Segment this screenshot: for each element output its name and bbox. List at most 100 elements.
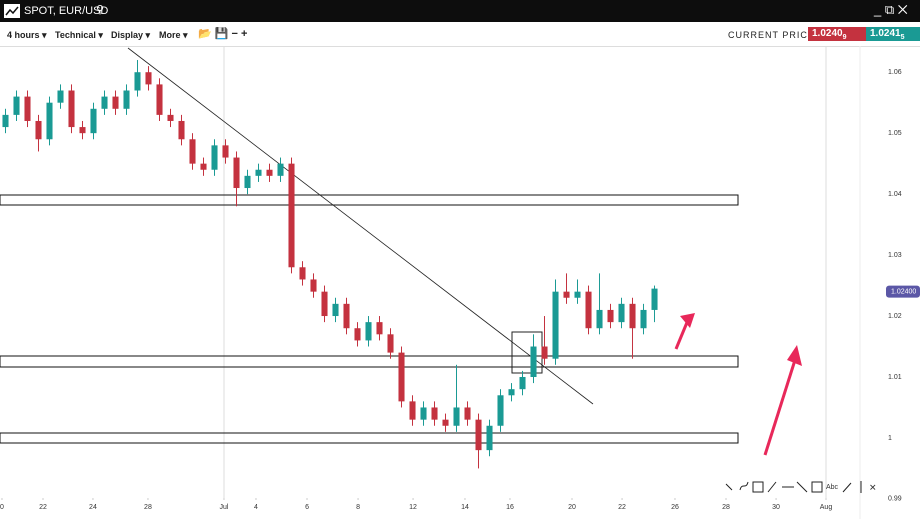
candle-body <box>332 303 339 317</box>
candle-body <box>266 169 273 176</box>
y-tick-label: 1.06 <box>888 69 902 76</box>
menu-label: Display <box>111 30 144 40</box>
candle-body <box>497 395 504 426</box>
candle-body <box>508 389 515 396</box>
ask-price[interactable]: 1.02415 <box>866 27 920 41</box>
search-icon[interactable]: ⚲ <box>96 4 105 16</box>
timeframe-menu[interactable]: 4 hours ▾ <box>7 30 47 40</box>
x-tick-label: 16 <box>506 504 514 511</box>
text-tool[interactable]: Abc <box>826 484 839 491</box>
y-tick-label: 1.04 <box>888 191 902 198</box>
candle-body <box>585 291 592 329</box>
y-tick-label: 1.01 <box>888 374 902 381</box>
menu[interactable]: Display ▾ <box>111 30 151 40</box>
x-tick-label: 0 <box>0 504 4 511</box>
arrow-head <box>787 345 802 366</box>
x-tick-label: 20 <box>568 504 576 511</box>
candle-body <box>365 322 372 341</box>
candle-body <box>530 346 537 377</box>
x-tick-label: 22 <box>618 504 626 511</box>
zone[interactable] <box>0 355 739 368</box>
candle-body <box>310 279 317 292</box>
candle-body <box>112 96 119 109</box>
candle-body <box>442 419 449 426</box>
zone[interactable] <box>0 194 739 206</box>
candle-body <box>233 157 240 189</box>
candle-body <box>453 407 460 426</box>
candle-body <box>409 401 416 420</box>
x-tick-label: 28 <box>144 504 152 511</box>
x-tick-label: 28 <box>722 504 730 511</box>
y-tick-label: 1 <box>888 435 892 442</box>
last-price-label: 1.02400 <box>891 288 916 295</box>
window-controls[interactable]: _ ⧉ ✕ <box>874 2 908 17</box>
bid-main: 1.0240 <box>812 28 843 39</box>
ask-pip: 5 <box>900 34 905 41</box>
arrow <box>763 359 797 456</box>
candle-body <box>519 376 526 390</box>
candle-body <box>486 425 493 451</box>
candle-body <box>255 169 262 176</box>
menu-label: More <box>159 30 181 40</box>
candle-body <box>123 90 130 109</box>
x-tick-label: 24 <box>89 504 97 511</box>
window-title: SPOT, EUR/USD <box>24 5 109 17</box>
menu[interactable]: More ▾ <box>159 30 188 40</box>
y-tick-label: 1.02 <box>888 313 902 320</box>
candle-body <box>552 291 559 359</box>
candle-body <box>68 90 75 128</box>
candle-body <box>387 334 394 353</box>
x-tick-label: Jul <box>219 504 228 511</box>
menu[interactable]: Technical ▾ <box>55 30 103 40</box>
candle-body <box>46 102 53 140</box>
x-tick-label: 12 <box>409 504 417 511</box>
bid-pip: 9 <box>842 34 847 41</box>
candle-body <box>145 72 152 85</box>
candle-body <box>464 407 471 420</box>
candle-body <box>607 309 614 323</box>
candle-body <box>277 163 284 176</box>
trendline[interactable] <box>127 47 594 405</box>
candle-body <box>134 72 141 91</box>
candle-body <box>79 127 86 134</box>
candle-body <box>178 120 185 140</box>
arrow-head <box>680 313 695 328</box>
candle-body <box>2 114 9 128</box>
candle-body <box>24 96 31 121</box>
candle-body <box>167 114 174 121</box>
candle-body <box>299 267 306 280</box>
candle-body <box>574 291 581 298</box>
candle-body <box>651 288 658 310</box>
arrow <box>674 319 690 350</box>
x-tick-label: 6 <box>305 504 309 511</box>
y-tick-label: 1.03 <box>888 252 902 259</box>
candle-body <box>189 139 196 164</box>
drawing-tools[interactable] <box>725 481 862 493</box>
close-tools[interactable]: ✕ <box>869 482 877 492</box>
ask-main: 1.0241 <box>870 28 901 39</box>
timeframe: 4 hours <box>7 30 40 40</box>
candle-body <box>475 419 482 451</box>
y-tick-label: 1.05 <box>888 130 902 137</box>
candle-body <box>563 291 570 298</box>
candle-body <box>354 328 361 341</box>
x-tick-label: Aug <box>820 504 833 511</box>
x-tick-label: 14 <box>461 504 469 511</box>
candle-body <box>343 303 350 329</box>
toolbar: 4 hours ▾ Technical ▾ Display ▾ More ▾ 📂… <box>0 22 920 47</box>
candle-body <box>321 291 328 317</box>
zone[interactable] <box>0 432 739 444</box>
candle-body <box>596 309 603 329</box>
y-tick-label: 0.99 <box>888 496 902 503</box>
candle-body <box>640 309 647 329</box>
candle-body <box>376 322 383 335</box>
candle-body <box>222 145 229 158</box>
candle-body <box>200 163 207 170</box>
x-tick-label: 4 <box>254 504 258 511</box>
bid-price[interactable]: 1.02409 <box>808 27 866 41</box>
candle-body <box>288 163 295 268</box>
tool-icons[interactable]: 📂 💾 − + <box>198 28 248 40</box>
candle-body <box>13 96 20 115</box>
last-price-tag <box>886 285 920 298</box>
